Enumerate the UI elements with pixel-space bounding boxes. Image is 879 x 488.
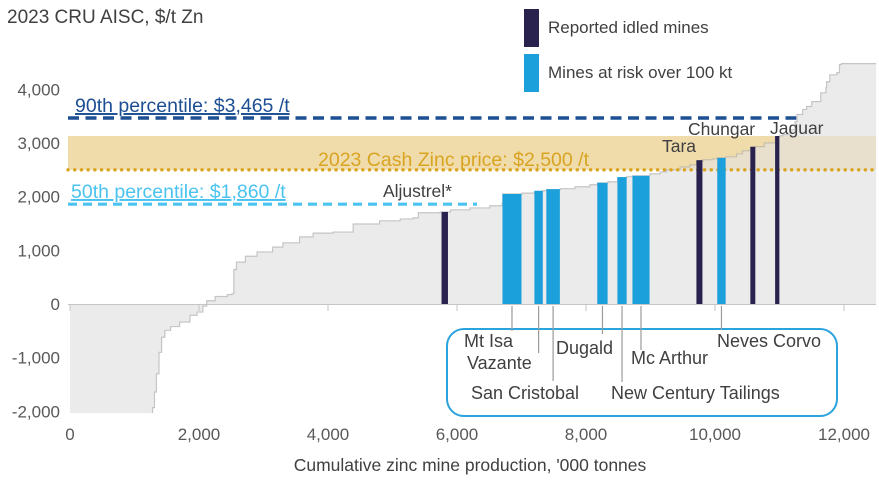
mine-label-san-cristobal: San Cristobal: [471, 383, 579, 403]
mine-bar-aljustrel-: [441, 211, 448, 304]
x-axis-title: Cumulative zinc mine production, '000 to…: [294, 455, 647, 475]
x-tick-label: 2,000: [178, 425, 221, 444]
mine-label-mc-arthur: Mc Arthur: [631, 348, 708, 368]
reference-lines: [66, 116, 878, 206]
chart-title: 2023 CRU AISC, $/t Zn: [7, 7, 204, 28]
mine-label-vazante: Vazante: [467, 353, 532, 373]
mine-label-tara: Tara: [662, 136, 696, 156]
x-tick-label: 4,000: [307, 425, 350, 444]
mine-labels-callout-box: [446, 328, 838, 417]
legend-item-mines-at-risk: Mines at risk over 100 kt: [524, 54, 732, 92]
y-tick-label: -2,000: [12, 402, 60, 421]
mine-bar-new-century-tailings: [617, 177, 627, 304]
x-tick-label: 10,000: [689, 425, 741, 444]
p90-percentile-label: 90th percentile: $3,465 /t: [75, 95, 290, 117]
axes: 0 2,000 4,000 6,000 8,000 10,000 12,000 -2,000 -…: [12, 80, 876, 444]
y-tick-label: 2,000: [17, 188, 60, 207]
mine-bar-mc-arthur: [632, 175, 650, 304]
mine-bar-neves-corvo: [717, 157, 726, 304]
mine-label-chungar: Chungar: [688, 119, 755, 139]
p50-percentile-label: 50th percentile: $1,860 /t: [71, 181, 286, 203]
mine-bar-san-cristobal: [546, 189, 560, 304]
x-tick-label: 0: [65, 425, 74, 444]
mine-bars: [441, 135, 780, 304]
legend: Reported idled mines Mines at risk over …: [524, 9, 732, 92]
legend-label: Mines at risk over 100 kt: [548, 63, 733, 82]
y-tick-label: 0: [51, 295, 60, 314]
leader-lines: [511, 306, 723, 382]
y-tick-label: 1,000: [17, 241, 60, 260]
legend-label: Reported idled mines: [548, 18, 709, 37]
zinc-price-label: 2023 Cash Zinc price: $2,500 /t: [318, 149, 590, 171]
mine-label-dugald: Dugald: [556, 338, 613, 358]
y-tick-label: 4,000: [17, 80, 60, 99]
mine-label-aljustrel-: Aljustrel*: [383, 181, 452, 201]
mine-label-new-century-tailings: New Century Tailings: [611, 383, 780, 403]
price-band-overlay: [68, 135, 876, 170]
legend-item-idled-mines: Reported idled mines: [524, 9, 732, 47]
mine-bar-jaguar: [775, 135, 780, 304]
mine-bar-vazante: [534, 190, 543, 304]
mine-bar-mt-isa: [502, 193, 522, 304]
cost-curve-fill: [70, 63, 877, 413]
y-tick-label: 3,000: [17, 134, 60, 153]
mine-bar-dugald: [597, 182, 608, 304]
x-tick-label: 12,000: [818, 425, 870, 444]
y-tick-label: -1,000: [12, 349, 60, 368]
light-blue-bar-swatch: [524, 54, 539, 92]
x-tick-label: 6,000: [436, 425, 479, 444]
mine-label-mt-isa: Mt Isa: [464, 331, 514, 351]
mine-bar-chungar: [750, 146, 756, 304]
mine-bar-tara: [696, 160, 703, 304]
mine-label-neves-corvo: Neves Corvo: [717, 331, 821, 351]
x-tick-label: 8,000: [565, 425, 608, 444]
dark-navy-bar-swatch: [524, 9, 539, 47]
mine-label-jaguar: Jaguar: [770, 118, 824, 138]
